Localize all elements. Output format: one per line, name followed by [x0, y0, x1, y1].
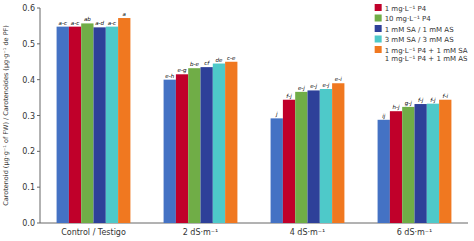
- legend-swatch: [375, 25, 382, 32]
- legend-label: 1 mM SA / 1 mM AS: [385, 26, 454, 34]
- legend-label: 1 mg·L⁻¹ P4: [385, 5, 427, 13]
- bar-letter: e-j: [323, 82, 330, 89]
- bar-letter: c-e: [227, 55, 236, 61]
- bar-letter: ij: [382, 113, 386, 120]
- legend-label-line: 1 mg·L⁻¹ P4 + 1 mM AS: [385, 55, 468, 63]
- bar: [402, 107, 414, 223]
- bar: [320, 89, 332, 223]
- legend-label-line: 1 mg·L⁻¹ P4: [385, 5, 427, 13]
- bar-letter: e-i: [335, 76, 342, 82]
- bar-letter: f-j: [286, 93, 292, 100]
- bar-letter: e-h: [165, 73, 174, 79]
- x-tick-label: 2 dS·m⁻¹: [183, 228, 219, 237]
- bar-letter: f-j: [418, 97, 424, 104]
- bar: [118, 18, 130, 223]
- legend-label: 10 mg·L⁻¹ P4: [385, 15, 431, 23]
- bar: [81, 23, 93, 223]
- bar: [427, 104, 439, 223]
- bar-letter: a-d: [95, 20, 104, 26]
- bar-letter: j: [275, 111, 278, 118]
- bar: [94, 27, 106, 223]
- y-tick-label: 0.5: [22, 40, 35, 49]
- legend-swatch: [375, 4, 382, 11]
- bar-letter: f-i: [443, 93, 449, 99]
- legend-swatch: [375, 36, 382, 43]
- bar: [225, 62, 237, 223]
- legend-swatch: [375, 46, 382, 53]
- x-tick-label: Control / Testigo: [61, 228, 126, 237]
- bar: [283, 100, 295, 223]
- y-axis-line: [40, 8, 41, 223]
- y-tick-label: 0.2: [22, 147, 35, 156]
- legend-swatch: [375, 15, 382, 22]
- bar: [390, 111, 402, 223]
- bar: [332, 83, 344, 223]
- bar-letter: de: [216, 57, 223, 63]
- bar-letter: g-j: [405, 100, 412, 107]
- bar: [176, 74, 188, 223]
- bar: [378, 120, 390, 223]
- bar: [308, 90, 320, 223]
- bar-letter: e-j: [310, 83, 317, 90]
- bar: [439, 100, 451, 223]
- bar-letter: ab: [84, 16, 91, 22]
- legend-label-line: 3 mM SA / 3 mM AS: [385, 36, 454, 44]
- x-tick-label: 4 dS·m⁻¹: [290, 228, 326, 237]
- bar-letter: a-c: [71, 20, 79, 26]
- legend-label: 1 mg·L⁻¹ P4 + 1 mM SA1 mg·L⁻¹ P4 + 1 mM …: [385, 47, 468, 64]
- legend-label-line: 1 mM SA / 1 mM AS: [385, 26, 454, 34]
- bar: [188, 68, 200, 223]
- y-tick-label: 0.6: [22, 4, 35, 13]
- bar: [213, 64, 225, 223]
- bar-letter: e-g: [178, 67, 187, 74]
- y-tick-label: 0.0: [22, 219, 35, 228]
- legend-label-line: 1 mg·L⁻¹ P4 + 1 mM SA: [385, 47, 468, 55]
- bar: [164, 80, 176, 223]
- legend-label-line: 10 mg·L⁻¹ P4: [385, 15, 431, 23]
- bar-letter: e-j: [298, 85, 305, 92]
- legend-label: 3 mM SA / 3 mM AS: [385, 36, 454, 44]
- bar: [295, 92, 307, 223]
- x-tick-label: 6 dS·m⁻¹: [397, 228, 433, 237]
- bar-letter: h-j: [393, 104, 400, 111]
- bar: [57, 27, 69, 223]
- bar-letter: a-c: [59, 20, 67, 26]
- bar: [271, 118, 283, 223]
- legend: 1 mg·L⁻¹ P4 10 mg·L⁻¹ P4 1 mM SA / 1 mM AS…: [375, 4, 468, 63]
- bar-letter: a: [123, 11, 127, 17]
- bar-letter: cf: [204, 60, 210, 66]
- y-tick-label: 0.4: [22, 76, 35, 85]
- y-tick-label: 0.3: [22, 112, 35, 121]
- y-tick-label: 0.1: [22, 183, 35, 192]
- bar: [106, 27, 118, 223]
- bar-letter: f-j: [430, 97, 436, 104]
- bar: [201, 67, 213, 223]
- bar: [415, 104, 427, 223]
- bar-letter: b-e: [190, 61, 199, 67]
- y-axis-label: Carotenoid (μg·g⁻¹ of FW) / Carotenoides…: [2, 25, 10, 206]
- bar: [69, 27, 81, 223]
- bar-letter: a-c: [108, 20, 116, 26]
